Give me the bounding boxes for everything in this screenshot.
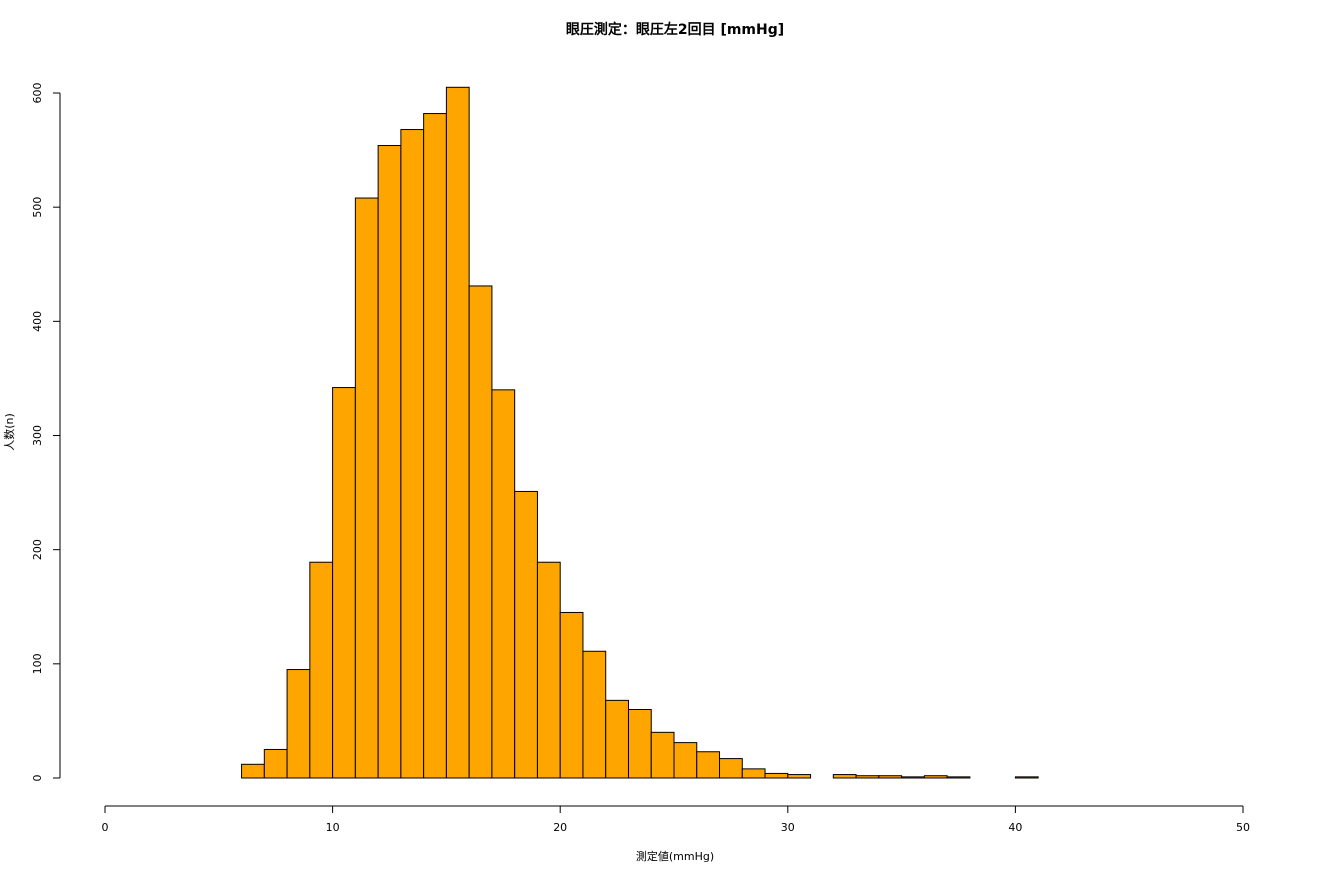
- bar: [650, 731, 675, 779]
- x-axis-label: 測定値(mmHg): [636, 849, 714, 863]
- bar: [832, 774, 857, 779]
- y-tick-label: 500: [31, 197, 44, 218]
- bar: [354, 197, 379, 779]
- bar: [719, 758, 743, 779]
- bar: [263, 748, 288, 779]
- x-tick-label: 50: [1236, 821, 1250, 834]
- bar: [445, 86, 470, 779]
- bar: [696, 751, 721, 779]
- y-tick-label: 200: [31, 539, 44, 560]
- bar: [400, 129, 425, 779]
- bar: [468, 285, 493, 779]
- bar: [491, 389, 516, 779]
- bar: [787, 774, 812, 779]
- bar: [605, 699, 629, 779]
- bar: [923, 775, 948, 779]
- bar: [901, 776, 925, 779]
- bar: [241, 763, 265, 779]
- x-tick-label: 20: [553, 821, 567, 834]
- bar: [377, 145, 402, 779]
- bar: [536, 561, 561, 779]
- bar: [514, 490, 538, 779]
- bar: [309, 561, 334, 779]
- x-tick-label: 0: [102, 821, 109, 834]
- bar: [673, 742, 698, 779]
- bar: [878, 775, 903, 779]
- bar: [332, 387, 356, 779]
- x-tick-label: 40: [1008, 821, 1022, 834]
- bar: [559, 611, 584, 779]
- bar: [946, 776, 971, 779]
- bar: [1014, 776, 1039, 779]
- chart-title: 眼圧測定：眼圧左2回目 [mmHg]: [566, 21, 784, 38]
- bar: [286, 669, 311, 779]
- x-tick-label: 10: [326, 821, 340, 834]
- bar: [764, 772, 789, 779]
- y-tick-label: 0: [31, 775, 44, 782]
- y-tick-label: 600: [31, 83, 44, 104]
- bar: [423, 113, 447, 779]
- bar: [627, 709, 652, 779]
- y-tick-label: 400: [31, 311, 44, 332]
- x-tick-label: 30: [781, 821, 795, 834]
- y-tick-label: 300: [31, 425, 44, 446]
- bar: [855, 775, 880, 779]
- bar: [741, 768, 766, 779]
- y-tick-label: 100: [31, 653, 44, 674]
- bar: [582, 650, 607, 779]
- y-axis-label: 人数(n): [3, 413, 16, 451]
